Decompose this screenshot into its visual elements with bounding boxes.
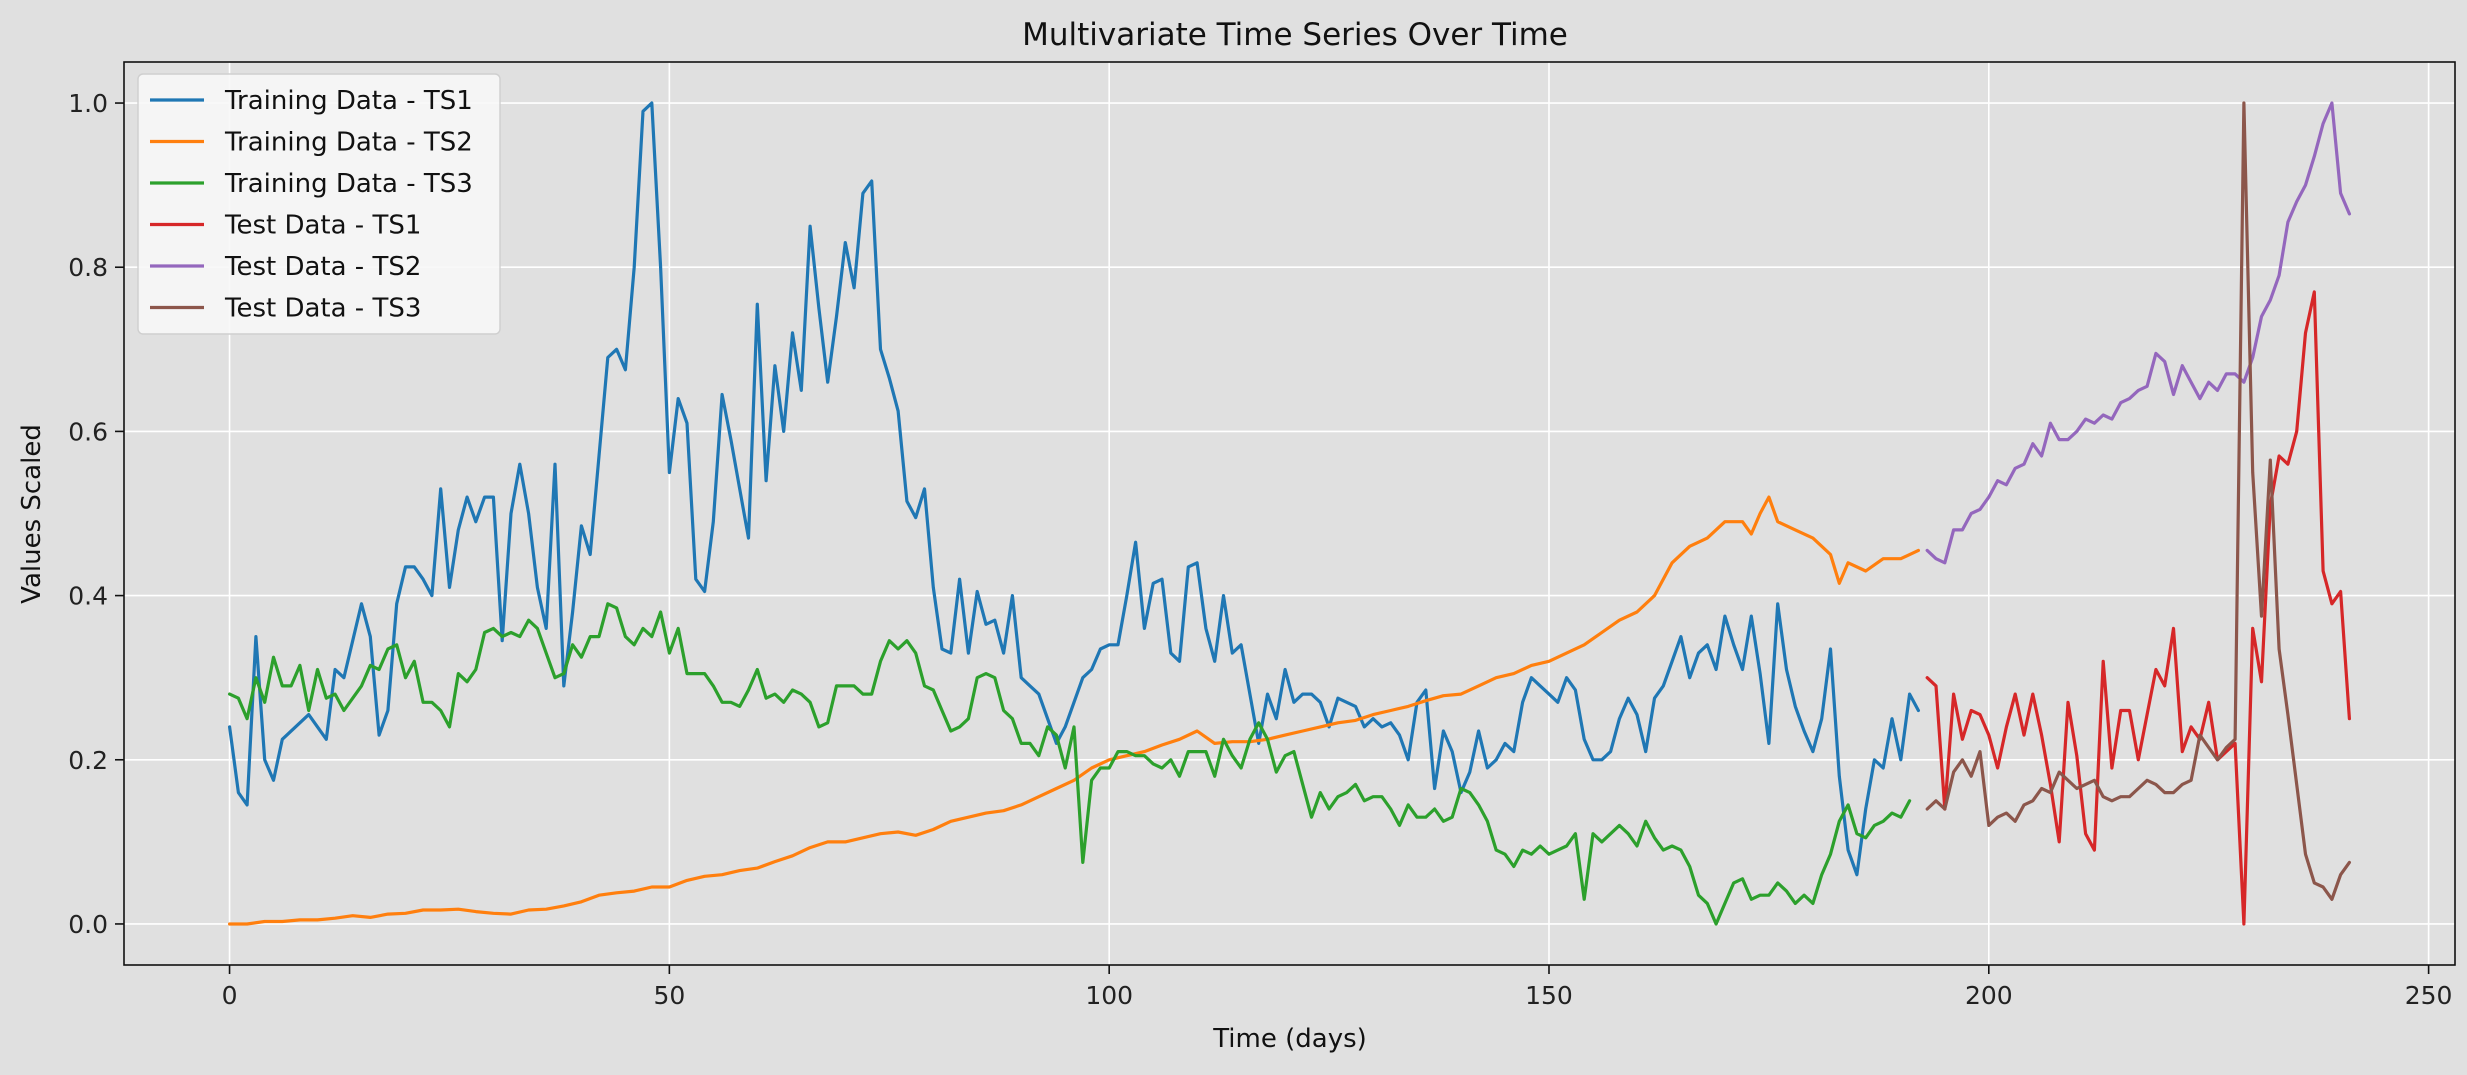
x-tick-label: 0 (222, 981, 238, 1010)
legend-box (137, 73, 501, 335)
x-tick-label: 100 (1085, 981, 1133, 1010)
x-tick-label: 200 (1965, 981, 2013, 1010)
legend-entry-label: Training Data - TS3 (224, 169, 473, 199)
legend-entry-label: Training Data - TS2 (224, 128, 473, 158)
y-axis-label: Values Scaled (17, 424, 47, 604)
y-tick-label: 0.2 (68, 746, 108, 775)
y-tick-label: 0.6 (68, 417, 108, 446)
legend-entry-label: Test Data - TS3 (224, 294, 421, 324)
legend: Training Data - TS1 Training Data - TS2 Tr… (137, 73, 501, 335)
series-line-5 (1925, 101, 2351, 565)
x-tick-label: 50 (653, 981, 685, 1010)
legend-entry-label: Test Data - TS1 (224, 211, 421, 241)
y-tick-label: 0.4 (68, 582, 108, 611)
legend-entry-label: Test Data - TS2 (224, 252, 421, 282)
series-layer (228, 101, 2351, 926)
grid-lines (124, 62, 2455, 965)
series-line-1 (228, 101, 1920, 877)
chart-title: Multivariate Time Series Over Time (1022, 17, 1568, 53)
x-axis-label: Time (days) (1212, 1024, 1367, 1054)
y-tick-label: 0.0 (68, 910, 108, 939)
legend-entry-label: Training Data - TS1 (224, 86, 473, 116)
series-line-6 (1925, 101, 2351, 901)
y-tick-label: 0.8 (68, 253, 108, 282)
x-axis-ticks: 0 50 100 150 200 250 (222, 965, 2453, 1010)
series-line-3 (228, 602, 1912, 926)
x-tick-label: 150 (1525, 981, 1573, 1010)
x-tick-label: 250 (2405, 981, 2453, 1010)
y-tick-label: 1.0 (68, 89, 108, 118)
series-line-2 (228, 495, 1920, 926)
series-line-4 (1925, 290, 2351, 926)
y-axis-ticks: 0.0 0.2 0.4 0.6 0.8 1.0 (68, 89, 124, 939)
plot-frame (123, 61, 2456, 966)
